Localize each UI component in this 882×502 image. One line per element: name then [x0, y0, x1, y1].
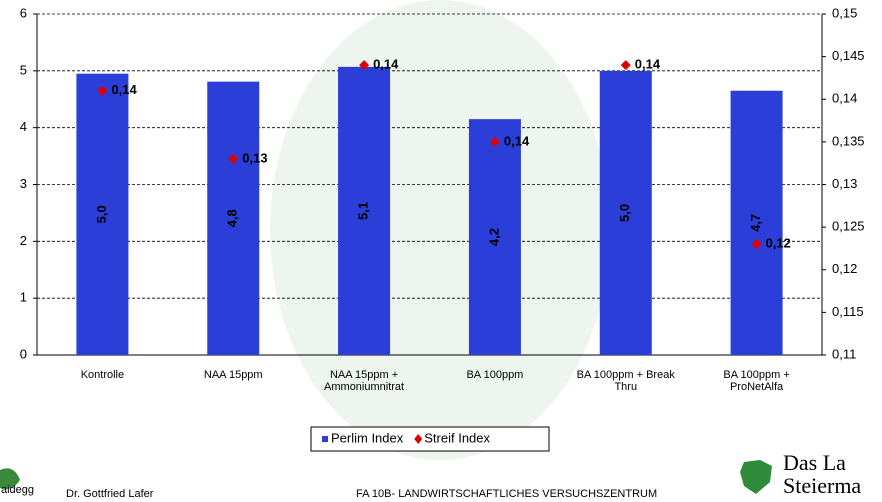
bar: [207, 81, 260, 356]
y2-tick-label: 0,145: [832, 48, 865, 63]
x-tick-label: BA 100ppm: [466, 369, 524, 381]
marker: [228, 153, 239, 164]
bar: [599, 70, 652, 355]
logo-text: aidegg: [1, 484, 35, 496]
y2-tick-label: 0,15: [832, 5, 857, 20]
x-tick-label: BA 100ppm + ProNetAlfa: [723, 369, 790, 393]
x-tick-label: NAA 15ppm + Ammoniumnitrat: [324, 369, 405, 393]
y2-tick-label: 0,13: [832, 176, 857, 191]
bar-value-label: 4,7: [748, 214, 763, 232]
bar-value-label: 4,8: [225, 209, 240, 227]
bar-value-label: 5,0: [94, 205, 109, 223]
bar: [730, 90, 783, 355]
coat-of-arms: [740, 460, 772, 494]
marker-value-label: 0,14: [111, 82, 137, 97]
y-tick-label: 2: [20, 233, 27, 248]
x-tick-label: Kontrolle: [80, 369, 125, 381]
institute: FA 10B- LANDWIRTSCHAFTLICHES VERSUCHSZEN…: [356, 488, 658, 500]
marker: [751, 239, 762, 250]
x-tick-label: BA 100ppm + Break Thru: [576, 369, 675, 393]
y-tick-label: 0: [20, 346, 27, 361]
y-tick-label: 6: [20, 5, 27, 20]
marker-value-label: 0,12: [766, 236, 791, 251]
bar: [76, 73, 129, 356]
marker: [359, 60, 370, 71]
brand-line: Steierma: [783, 473, 862, 498]
marker: [489, 136, 500, 147]
bar: [468, 119, 521, 356]
y-tick-label: 4: [20, 119, 27, 134]
marker: [97, 85, 108, 96]
bar-value-label: 5,0: [617, 204, 632, 222]
y-tick-label: 5: [20, 62, 27, 77]
marker-value-label: 0,13: [242, 150, 267, 165]
y2-tick-label: 0,135: [832, 133, 865, 148]
bar-value-label: 4,2: [486, 228, 501, 246]
logo-leaf: [0, 468, 20, 489]
marker-value-label: 0,14: [373, 57, 399, 72]
y2-tick-label: 0,11: [832, 346, 856, 361]
x-tick-label: NAA 15ppm: [203, 369, 263, 381]
y2-tick-label: 0,125: [832, 219, 865, 234]
y-tick-label: 1: [20, 290, 27, 305]
legend-box: [310, 426, 550, 452]
marker-value-label: 0,14: [504, 133, 530, 148]
y2-tick-label: 0,115: [832, 304, 864, 319]
legend-swatch: [414, 434, 423, 444]
y2-tick-label: 0,12: [832, 261, 857, 276]
brand-line: Das La: [783, 450, 846, 475]
bar: [338, 66, 391, 355]
bar-value-label: 5,1: [356, 202, 371, 220]
legend-label: Perlim Index: [331, 430, 404, 445]
marker: [620, 60, 631, 71]
author: Dr. Gottfried Lafer: [66, 488, 154, 500]
y2-tick-label: 0,14: [832, 91, 857, 106]
legend-label: Streif Index: [424, 430, 490, 445]
marker-value-label: 0,14: [635, 57, 661, 72]
legend-swatch: [322, 436, 328, 442]
y-tick-label: 3: [20, 176, 27, 191]
